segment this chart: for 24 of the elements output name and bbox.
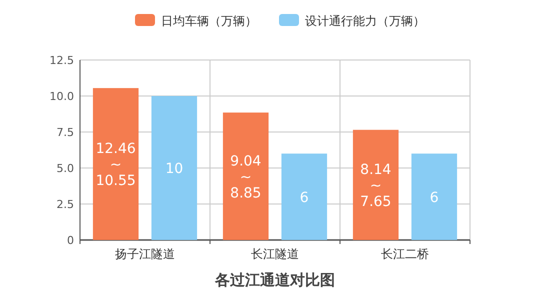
text: 各过江通道对比图: [214, 271, 335, 289]
data-label: 9.04 ~ 8.85: [230, 153, 262, 202]
x-tick-label: 扬子江隧道: [115, 247, 175, 261]
data-label: 6: [430, 190, 439, 206]
bar: [92, 88, 139, 240]
bar: [222, 112, 269, 240]
bar: [411, 154, 458, 240]
y-tick-label: 0: [67, 234, 74, 247]
y-tick-label: 5.0: [56, 162, 74, 175]
y-tick-label: 12.5: [50, 54, 74, 67]
data-label: 8.14 ~ 7.65: [360, 162, 392, 210]
data-label: 10: [165, 161, 184, 177]
legend-label: 设计通行能力（万辆）: [305, 14, 425, 28]
bar: [352, 130, 399, 240]
bar: [151, 96, 198, 240]
bar: [281, 154, 328, 240]
data-label: 12.46 ~ 10.55: [96, 141, 136, 190]
data-label: 6: [300, 190, 309, 206]
y-tick-label: 7.5: [56, 126, 74, 139]
y-tick-label: 2.5: [56, 198, 74, 211]
y-tick-label: 10.0: [50, 90, 74, 103]
x-tick-label: 长江二桥: [381, 247, 429, 261]
legend-label: 日均车辆（万辆）: [161, 14, 257, 28]
x-tick-label: 长江隧道: [251, 247, 299, 261]
